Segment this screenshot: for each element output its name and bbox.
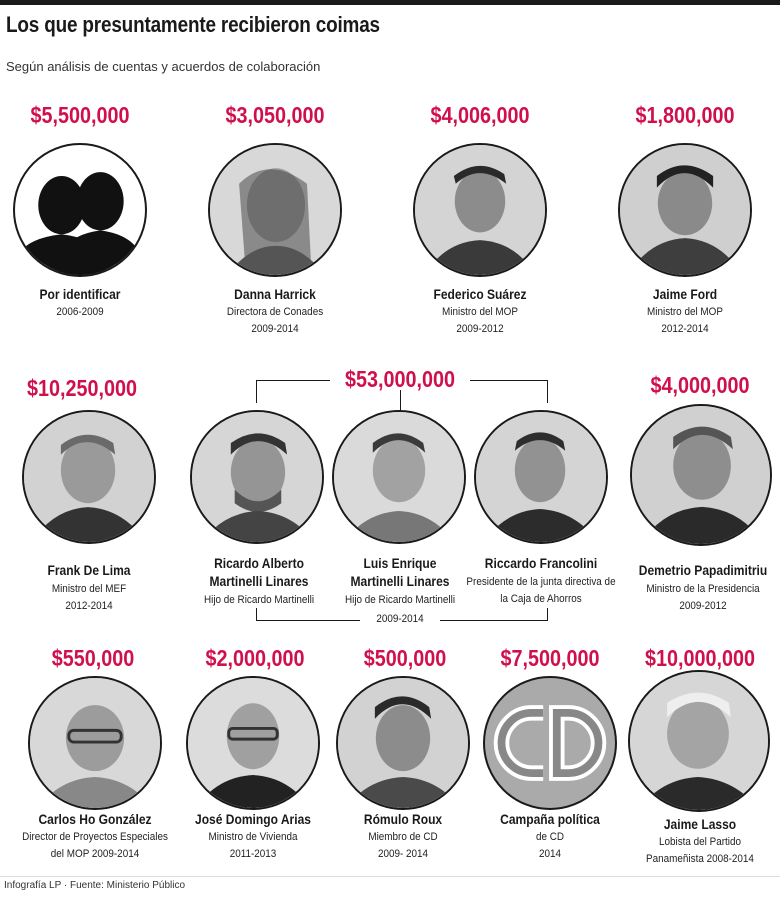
person-role: Ministro del MOP — [647, 306, 723, 318]
person-role: Directora de Conades — [226, 306, 324, 318]
person-years: 2011-2013 — [229, 848, 277, 860]
person-years: 2014 — [538, 848, 562, 860]
person-name: Martinelli Linares — [209, 573, 309, 589]
portrait-photo — [474, 410, 608, 544]
person-name: Riccardo Francolini — [484, 555, 598, 571]
person-name: José Domingo Arias — [195, 811, 311, 827]
person-years: del MOP 2009-2014 — [50, 848, 140, 860]
person-role: Ministro de Vivienda — [208, 831, 298, 843]
amount-label: $4,006,000 — [430, 102, 530, 128]
person-name: Jaime Lasso — [663, 816, 737, 832]
person-name: Rómulo Roux — [363, 811, 443, 827]
person-years: Panameñista 2008-2014 — [646, 853, 754, 865]
unknown-silhouette-icon — [13, 143, 147, 277]
group-bracket-stem — [400, 390, 401, 410]
amount-label: $7,500,000 — [500, 645, 600, 671]
person-years: 2012-2014 — [65, 600, 113, 612]
person-role: Ministro de la Presidencia — [646, 583, 760, 595]
person-name: Por identificar — [39, 286, 121, 302]
footer-rule — [0, 876, 780, 877]
portrait-photo — [336, 676, 470, 810]
person-years: 2009-2012 — [456, 323, 504, 335]
person-role: Hijo de Ricardo Martinelli — [344, 594, 456, 606]
person-years: 2006-2009 — [56, 306, 104, 318]
portrait-photo — [332, 410, 466, 544]
amount-label: $1,800,000 — [635, 102, 735, 128]
person-years: 2009-2012 — [679, 600, 727, 612]
person-role: Ministro del MEF — [51, 583, 127, 595]
person-role: de CD — [535, 831, 565, 843]
portrait-photo — [190, 410, 324, 544]
person-years: 2012-2014 — [661, 323, 709, 335]
person-name: Carlos Ho González — [38, 811, 152, 827]
portrait-photo — [413, 143, 547, 277]
person-role: Hijo de Ricardo Martinelli — [203, 594, 315, 606]
portrait-photo — [208, 143, 342, 277]
person-role-line2: la Caja de Ahorros — [500, 593, 582, 605]
person-name: Frank De Lima — [47, 562, 131, 578]
portrait-photo — [618, 143, 752, 277]
portrait-photo — [630, 404, 772, 546]
cd-party-logo — [483, 676, 617, 810]
amount-label: $500,000 — [363, 645, 447, 671]
amount-label: $3,050,000 — [225, 102, 325, 128]
amount-label: $10,250,000 — [27, 375, 137, 401]
footer-credit: Infografía LP · Fuente: Ministerio Públi… — [4, 880, 186, 891]
amount-label: $5,500,000 — [30, 102, 130, 128]
person-name: Martinelli Linares — [350, 573, 450, 589]
group-amount-label: $53,000,000 — [345, 366, 455, 392]
top-rule — [0, 0, 780, 5]
person-name: Danna Harrick — [234, 286, 316, 302]
person-role: Lobista del Partido — [658, 836, 742, 848]
person-name: Demetrio Papadimitriu — [638, 562, 768, 578]
person-name: Campaña política — [500, 811, 600, 827]
person-role: Miembro de CD — [368, 831, 438, 843]
portrait-photo — [628, 670, 770, 812]
person-name-line1: Ricardo Alberto — [214, 555, 304, 571]
person-name-line1: Luis Enrique — [363, 555, 437, 571]
page-title: Los que presuntamente recibieron coimas — [6, 12, 380, 37]
person-name: Federico Suárez — [433, 286, 527, 302]
portrait-photo — [186, 676, 320, 810]
person-name: Jaime Ford — [652, 286, 718, 302]
group-years: 2009-2014 — [376, 613, 424, 625]
portrait-photo — [28, 676, 162, 810]
amount-label: $4,000,000 — [650, 372, 750, 398]
amount-label: $2,000,000 — [205, 645, 305, 671]
person-years: 2009- 2014 — [377, 848, 429, 860]
person-role: Presidente de la junta directiva de — [466, 576, 616, 588]
page-subtitle: Según análisis de cuentas y acuerdos de … — [6, 59, 321, 74]
person-role: Ministro del MOP — [442, 306, 518, 318]
person-years: 2009-2014 — [251, 323, 299, 335]
portrait-photo — [22, 410, 156, 544]
amount-label: $550,000 — [51, 645, 135, 671]
amount-label: $10,000,000 — [645, 645, 755, 671]
person-role: Director de Proyectos Especiales — [22, 831, 168, 843]
